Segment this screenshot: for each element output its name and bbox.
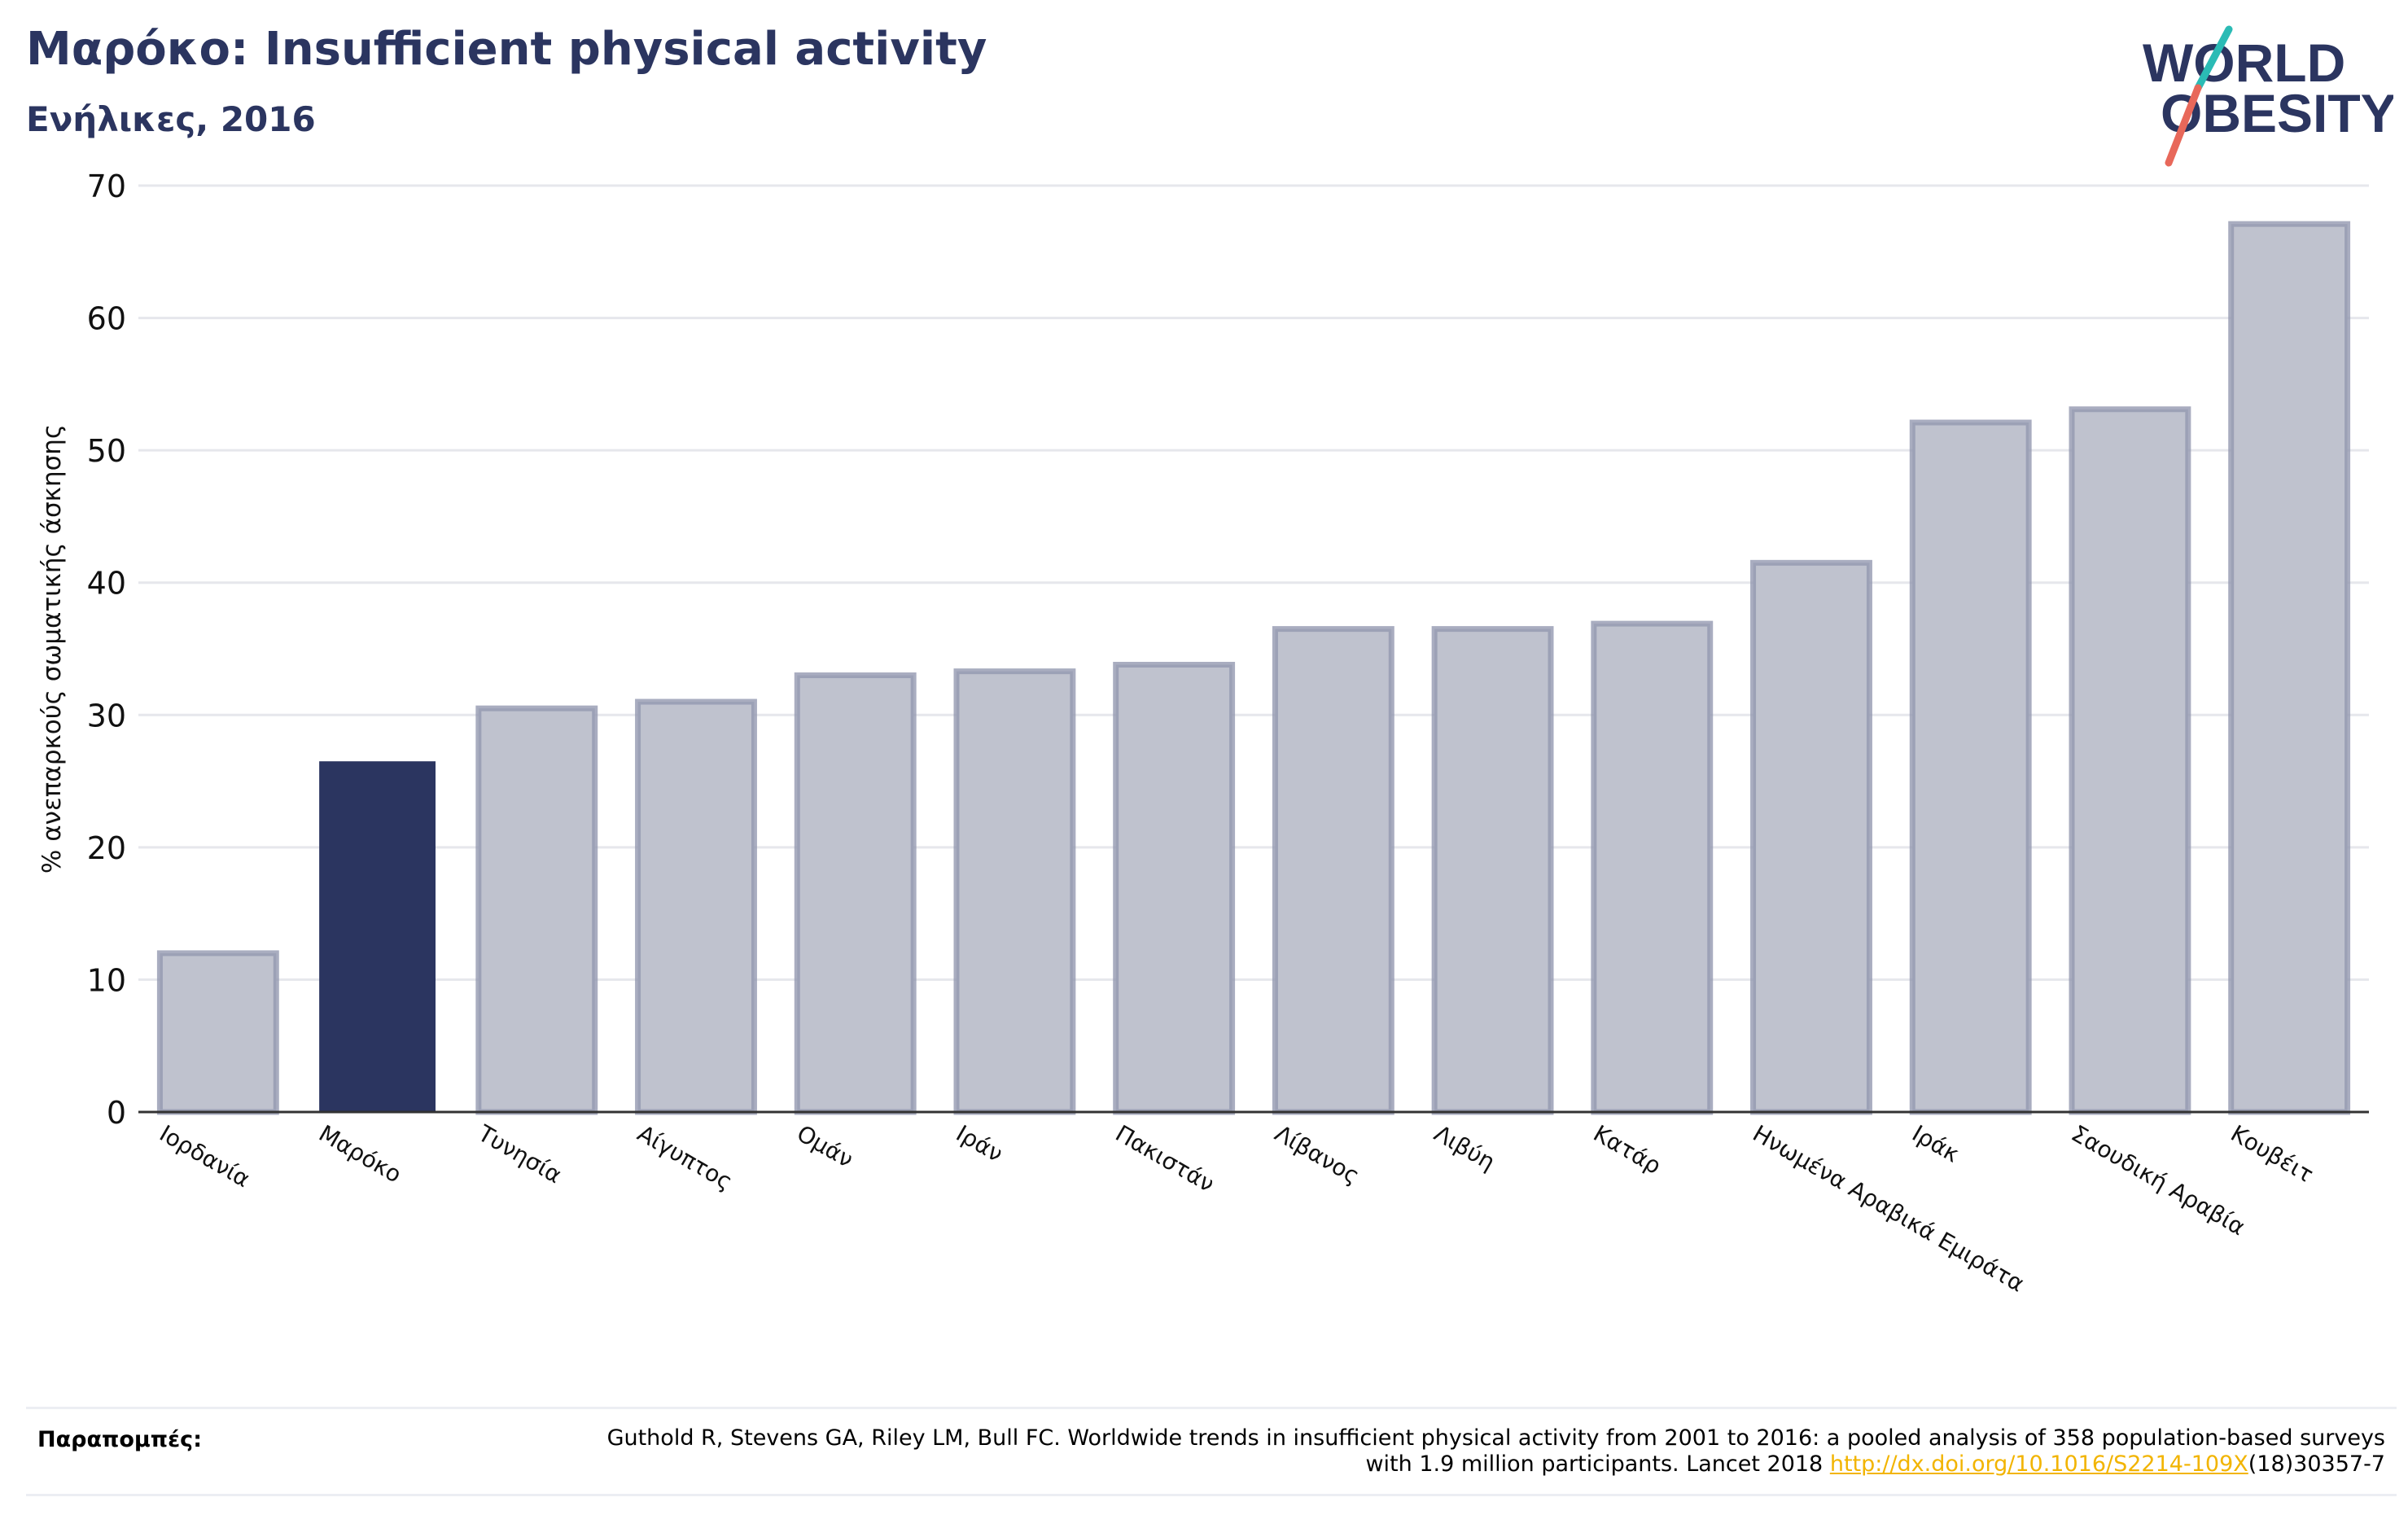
x-tick-label: Ιράκ (1907, 1119, 1964, 1167)
bars (156, 221, 2351, 1115)
y-axis-ticks: 0 10 20 30 40 50 60 70 (87, 169, 126, 1131)
bar (1909, 419, 2032, 1115)
bar (475, 705, 598, 1115)
bar (1750, 559, 1872, 1115)
citation-suffix: (18)30357-7 (2248, 1451, 2385, 1477)
grid-lines (138, 184, 2369, 981)
y-axis-label: % ανεπαρκούς σωματικής άσκησης (37, 424, 67, 873)
citation-text: Guthold R, Stevens GA, Riley LM, Bull FC… (606, 1425, 2385, 1477)
x-axis-ticks: Ιορδανία Μαρόκο Τυνησία Αίγυπτος Ομάν Ιράν Πακ… (155, 1119, 2318, 1298)
bar (794, 672, 917, 1115)
bar (635, 698, 757, 1115)
x-tick-label: Μαρόκο (314, 1119, 406, 1188)
bar (1272, 626, 1394, 1115)
y-tick-label: 10 (87, 962, 126, 998)
bar (319, 761, 436, 1112)
chart-title: Μαρόκο: Insufficient physical activity (26, 23, 987, 76)
bar (1113, 662, 1236, 1115)
references-text: Guthold R, Stevens GA, Riley LM, Bull FC… (594, 1425, 2385, 1478)
references-section: Παραπομπές: Guthold R, Stevens GA, Riley… (26, 1407, 2397, 1496)
x-tick-label: Σαουδική Αραβία (2067, 1119, 2250, 1241)
y-tick-label: 20 (87, 830, 126, 866)
bar (2228, 221, 2351, 1115)
bar-chart: 0 10 20 30 40 50 60 70 Ιορδανία Μαρόκο Τυνησία Αίγ… (37, 169, 2369, 1298)
y-tick-label: 60 (87, 301, 126, 337)
logo-slash-teal (2194, 25, 2233, 92)
world-obesity-logo: WORLD OBESITY (2143, 25, 2393, 167)
y-tick-label: 0 (107, 1095, 126, 1131)
bar (156, 950, 279, 1115)
doi-link[interactable]: http://dx.doi.org/10.1016/S2214-109X (1829, 1451, 2248, 1477)
chart-subtitle: Ενήλικες, 2016 (26, 99, 316, 139)
references-label: Παραπομπές: (37, 1427, 202, 1452)
bar (2069, 406, 2191, 1115)
x-tick-label: Λιβύη (1429, 1119, 1500, 1176)
x-tick-label: Ιράν (952, 1119, 1008, 1167)
bar (1431, 626, 1554, 1115)
x-tick-label: Πακιστάν (1111, 1119, 1219, 1197)
y-tick-label: 70 (87, 169, 126, 204)
x-tick-label: Ηνωμένα Αραβικά Εμιράτα (1749, 1119, 2029, 1297)
bar (953, 668, 1076, 1115)
y-tick-label: 30 (87, 698, 126, 733)
x-tick-label: Αίγυπτος (633, 1119, 738, 1195)
logo-text-world: WORLD (2143, 33, 2345, 93)
logo-slash-coral (2165, 84, 2202, 167)
y-tick-label: 50 (87, 433, 126, 469)
bar (1591, 620, 1714, 1115)
x-tick-label: Τυνησία (473, 1119, 567, 1189)
x-tick-label: Κουβέιτ (2226, 1119, 2318, 1188)
x-tick-label: Λίβανος (1270, 1119, 1364, 1189)
x-tick-label: Κατάρ (1589, 1119, 1666, 1180)
x-tick-label: Ιορδανία (155, 1119, 254, 1193)
x-tick-label: Ομάν (792, 1119, 858, 1173)
y-tick-label: 40 (87, 566, 126, 602)
